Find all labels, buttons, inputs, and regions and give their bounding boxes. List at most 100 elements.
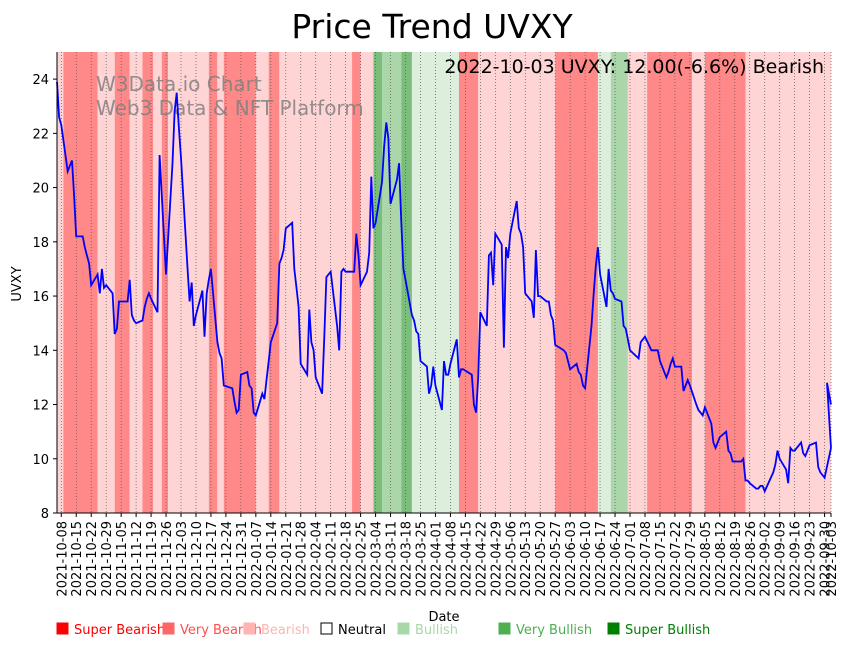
x-tick-label: 2022-04-08 [444, 521, 459, 597]
legend-label: Bearish [261, 623, 310, 638]
y-tick-label: 10 [32, 453, 49, 468]
regime-band-bearish [255, 52, 269, 513]
regime-band-bearish [627, 52, 648, 513]
regime-band-very-bullish [373, 52, 382, 513]
x-tick-label: 2021-12-17 [205, 521, 220, 597]
x-tick-label: 2022-02-18 [340, 521, 355, 597]
x-tick-label: 2022-01-14 [265, 521, 280, 597]
legend-label: Super Bullish [625, 623, 710, 638]
watermark-line-2: Web3 Data & NFT Platform [96, 96, 364, 120]
x-tick-label: 2022-01-21 [280, 521, 295, 597]
y-tick-label: 18 [32, 236, 49, 251]
x-tick-label: 2021-11-19 [145, 521, 160, 597]
x-tick-label: 2021-11-26 [160, 521, 175, 597]
x-tick-label: 2022-06-24 [609, 521, 624, 597]
latest-price-annotation: 2022-10-03 UVXY: 12.00(-6.6%) Bearish [444, 56, 824, 78]
y-tick-label: 8 [41, 507, 49, 522]
x-tick-label: 2022-07-08 [639, 521, 654, 597]
regime-band-bullish [610, 52, 628, 513]
regime-band-very-bearish [223, 52, 256, 513]
price-lines [56, 81, 832, 494]
x-tick-label: 2022-03-04 [370, 521, 385, 597]
regime-band-bearish [478, 52, 556, 513]
legend-label: Neutral [338, 623, 386, 638]
x-tick-label: 2022-08-05 [699, 521, 714, 597]
x-tick-label: 2021-10-22 [85, 521, 100, 597]
x-tick-label: 2022-09-09 [774, 521, 789, 597]
regime-band-very-bearish [142, 52, 154, 513]
legend-swatch [56, 622, 69, 635]
legend-swatch [607, 622, 620, 635]
x-tick-label: 2022-10-03 [825, 521, 840, 597]
regime-band-very-bearish [352, 52, 361, 513]
x-tick-label: 2022-04-29 [489, 521, 504, 597]
x-tick-label: 2022-07-29 [684, 521, 699, 597]
regime-band-very-bearish [647, 52, 693, 513]
legend-label: Super Bearish [74, 623, 165, 638]
x-tick-label: 2022-08-26 [744, 521, 759, 597]
regime-band-bullish [381, 52, 402, 513]
legend-swatch [397, 622, 410, 635]
x-tick-label: 2021-10-08 [55, 521, 70, 597]
y-tick-label: 24 [32, 73, 49, 88]
y-axis-label: UVXY [10, 266, 25, 301]
x-tick-label: 2022-03-11 [385, 521, 400, 597]
legend-swatch [162, 622, 175, 635]
x-tick-label: 2022-09-02 [759, 521, 774, 597]
x-tick-label: 2022-05-13 [519, 521, 534, 597]
x-tick-label: 2022-03-25 [414, 521, 429, 597]
x-axis-ticks: 2021-10-08 2021-10-15 2021-10-22 2021-10-29… [55, 513, 840, 597]
x-tick-label: 2022-06-10 [579, 521, 594, 597]
price-line-tail [826, 382, 832, 448]
regime-band-very-bearish [114, 52, 130, 513]
regime-band-very-bearish [268, 52, 280, 513]
regime-band-bearish [692, 52, 705, 513]
vertical-gridlines [60, 52, 832, 513]
x-tick-label: 2021-11-12 [130, 521, 145, 597]
x-tick-label: 2022-02-04 [310, 521, 325, 597]
legend-swatch [498, 622, 511, 635]
x-tick-label: 2021-10-15 [70, 521, 85, 597]
regime-band-bearish [57, 52, 64, 513]
axes [56, 52, 831, 514]
y-tick-label: 22 [32, 127, 49, 142]
regime-bands [57, 52, 831, 513]
regime-band-bearish [296, 52, 353, 513]
legend-swatch [320, 622, 333, 635]
regime-band-very-bearish [161, 52, 169, 513]
x-tick-label: 2022-06-17 [594, 521, 609, 597]
x-tick-label: 2022-07-01 [624, 521, 639, 597]
x-tick-label: 2022-01-28 [295, 521, 310, 597]
x-tick-label: 2022-09-23 [804, 521, 819, 597]
x-tick-label: 2022-04-22 [474, 521, 489, 597]
y-axis-ticks: 8 10 12 14 16 18 20 22 24 [32, 73, 57, 522]
x-tick-label: 2022-09-30 [819, 521, 834, 597]
regime-band-bearish [279, 52, 297, 513]
watermark-line-1: W3Data.io Chart [96, 72, 262, 96]
legend-swatch [243, 622, 256, 635]
x-tick-label: 2022-07-22 [669, 521, 684, 597]
x-tick-label: 2022-02-11 [325, 521, 340, 597]
x-tick-label: 2021-11-05 [115, 521, 130, 597]
legend-label: Very Bullish [516, 623, 592, 638]
x-tick-label: 2022-04-01 [429, 521, 444, 597]
y-tick-label: 16 [32, 290, 49, 305]
regime-band-very-bearish [704, 52, 746, 513]
x-tick-label: 2021-12-31 [235, 521, 250, 597]
legend-label: Bullish [415, 623, 458, 638]
regime-band-very-bearish [555, 52, 598, 513]
x-tick-label: 2022-07-15 [654, 521, 669, 597]
x-tick-label: 2022-03-18 [400, 521, 415, 597]
regime-band-bearish [745, 52, 831, 513]
regime-band-neutral [597, 52, 611, 513]
x-tick-label: 2022-05-20 [534, 521, 549, 597]
price-line-uvxy [56, 81, 832, 494]
x-tick-label: 2022-05-27 [549, 521, 564, 597]
legend: Super Bearish Very Bearish Bearish Neutral B… [56, 622, 710, 638]
y-tick-label: 12 [32, 399, 49, 414]
y-tick-label: 20 [32, 182, 49, 197]
x-tick-label: 2022-08-19 [729, 521, 744, 597]
x-tick-label: 2022-02-25 [355, 521, 370, 597]
regime-band-bearish [360, 52, 374, 513]
x-tick-label: 2021-12-24 [220, 521, 235, 597]
